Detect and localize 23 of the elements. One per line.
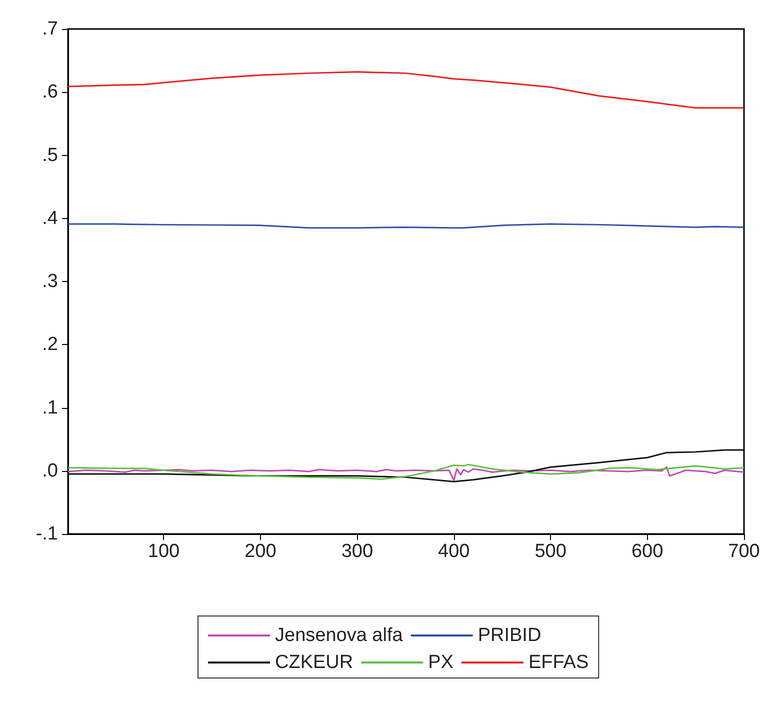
y-tick-label: .7 [42,18,58,40]
x-tick-label: 600 [631,541,664,562]
y-tick-label: .2 [42,334,58,356]
y-tick-label: .5 [42,144,58,166]
y-tick-label: .4 [42,208,58,229]
x-tick-label: 500 [534,541,566,562]
legend-label: CZKEUR [275,652,354,673]
y-tick-label: .0 [42,460,58,482]
x-tick-label: 700 [728,541,760,562]
line-series [67,71,745,109]
x-tick-label: 200 [244,541,276,562]
y-tick-label: .3 [42,271,58,292]
x-tick-label: 300 [341,541,374,562]
y-tick-label: .1 [42,397,58,418]
legend-label: Jensenova alfa [275,625,404,646]
legend-label: EFFAS [528,652,589,673]
legend-label: PX [428,652,454,673]
line-series [67,449,745,482]
x-tick-label: 100 [148,541,180,562]
legend-label: PRIBID [478,625,542,646]
y-tick-label: .6 [42,82,58,103]
y-tick-label: -.1 [36,524,58,544]
x-tick-label: 400 [438,541,470,562]
